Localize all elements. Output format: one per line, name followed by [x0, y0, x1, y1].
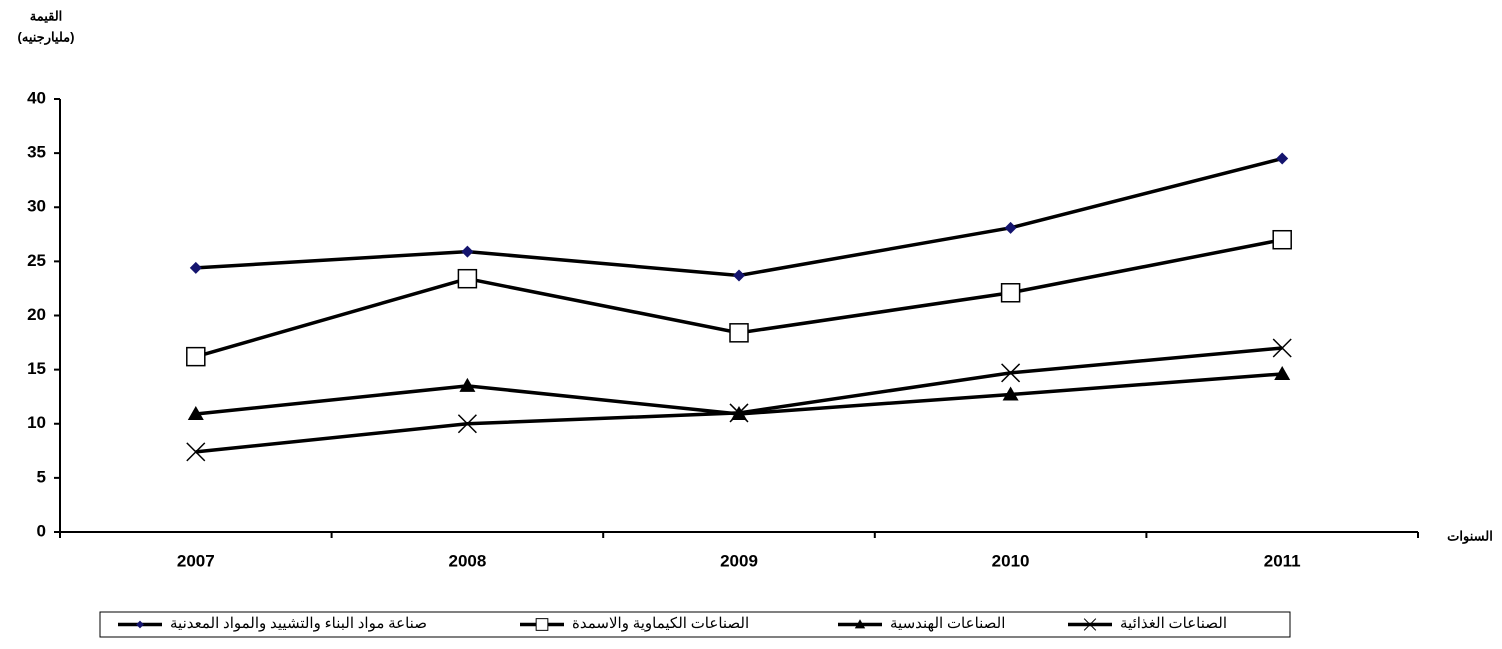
point-marker	[187, 406, 204, 421]
point-marker	[457, 414, 477, 434]
point-marker	[729, 403, 749, 423]
x-tick-label: 2011	[1264, 551, 1301, 570]
point-marker	[1272, 229, 1292, 250]
y-axis-title: القيمة	[30, 8, 63, 23]
point-marker	[189, 261, 202, 274]
legend-marker	[1083, 618, 1097, 631]
point-marker	[186, 442, 206, 462]
y-tick-label: 0	[37, 521, 46, 540]
legend-label: الصناعات الكيماوية والاسمدة	[572, 616, 749, 632]
y-tick-label: 35	[27, 143, 46, 162]
legend-label: صناعة مواد البناء والتشييد والمواد المعد…	[170, 616, 427, 632]
y-tick-label: 10	[27, 413, 46, 432]
y-tick-label: 25	[27, 251, 46, 270]
y-tick-label: 30	[27, 197, 46, 216]
point-marker	[1272, 338, 1292, 358]
y-axis-title: (مليارجنيه)	[18, 29, 75, 45]
point-marker	[1001, 363, 1021, 383]
legend-marker	[136, 620, 144, 629]
legend-label: الصناعات الغذائية	[1120, 616, 1227, 632]
series-line	[195, 346, 1283, 454]
point-marker	[186, 346, 206, 367]
point-marker	[1004, 221, 1017, 234]
x-axis-title: السنوات	[1447, 528, 1493, 544]
legend-marker	[535, 618, 549, 631]
x-tick-label: 2008	[448, 551, 486, 570]
point-marker	[461, 245, 474, 258]
point-marker	[1274, 365, 1291, 380]
point-marker	[1276, 152, 1289, 165]
x-tick-label: 2009	[720, 551, 758, 570]
series-line	[195, 156, 1283, 278]
y-tick-label: 5	[37, 467, 46, 486]
legend-label: الصناعات الهندسية	[890, 616, 1005, 632]
legend-marker	[854, 619, 866, 629]
point-marker	[729, 323, 749, 343]
point-marker	[733, 269, 745, 282]
y-tick-label: 40	[27, 88, 46, 107]
legend-box	[99, 611, 1291, 638]
x-tick-label: 2007	[177, 551, 215, 570]
y-tick-label: 15	[27, 359, 46, 378]
point-marker	[459, 377, 476, 392]
point-marker	[1000, 283, 1021, 303]
x-tick-label: 2010	[992, 551, 1030, 570]
y-tick-label: 20	[27, 305, 46, 324]
point-marker	[457, 268, 478, 289]
point-marker	[1002, 386, 1019, 401]
